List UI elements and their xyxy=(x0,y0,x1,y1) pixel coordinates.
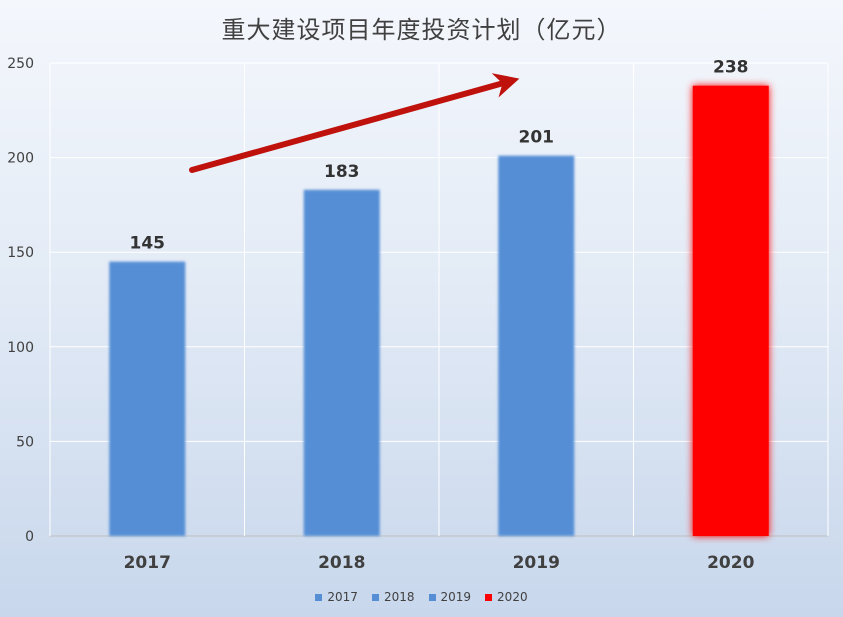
legend-item-2020: 2020 xyxy=(485,590,528,604)
bar-2020 xyxy=(692,85,769,536)
y-tick-label: 100 xyxy=(7,340,34,356)
legend-label: 2017 xyxy=(327,590,358,604)
x-tick-label: 2019 xyxy=(513,553,560,573)
legend-label: 2020 xyxy=(497,590,528,604)
legend-label: 2019 xyxy=(440,590,472,604)
legend-item-2017: 2017 xyxy=(315,590,358,604)
data-label-2020: 238 xyxy=(713,58,749,78)
legend-label: 2018 xyxy=(383,590,415,604)
y-tick-label: 150 xyxy=(7,245,34,261)
x-tick-label: 2018 xyxy=(318,553,365,573)
bar-2017 xyxy=(109,261,186,536)
legend-swatch xyxy=(315,593,323,601)
y-tick-label: 50 xyxy=(16,434,34,450)
legend-item-2018: 2018 xyxy=(371,590,415,604)
bar-2018 xyxy=(303,189,380,536)
y-axis: 0 50 100 150 200 250 xyxy=(7,56,34,545)
y-tick-label: 250 xyxy=(7,56,34,72)
data-labels: 145 183 201 238 xyxy=(130,58,749,254)
y-tick-label: 0 xyxy=(25,529,34,545)
data-label-2019: 201 xyxy=(519,128,555,148)
trend-arrow xyxy=(189,73,520,173)
x-axis: 2017 2018 2019 2020 xyxy=(124,553,755,573)
bars xyxy=(109,85,769,536)
y-tick-label: 200 xyxy=(7,151,34,167)
x-tick-label: 2020 xyxy=(707,553,754,573)
legend: 2017 2018 2019 2020 xyxy=(0,590,843,604)
legend-swatch xyxy=(428,593,436,601)
x-tick-label: 2017 xyxy=(124,553,171,573)
chart-title: 重大建设项目年度投资计划（亿元） xyxy=(221,16,622,44)
data-label-2017: 145 xyxy=(130,234,166,254)
legend-swatch xyxy=(371,593,379,601)
legend-item-2019: 2019 xyxy=(428,590,472,604)
data-label-2018: 183 xyxy=(324,162,360,182)
legend-swatch xyxy=(485,593,493,601)
bar-2019 xyxy=(498,155,575,536)
